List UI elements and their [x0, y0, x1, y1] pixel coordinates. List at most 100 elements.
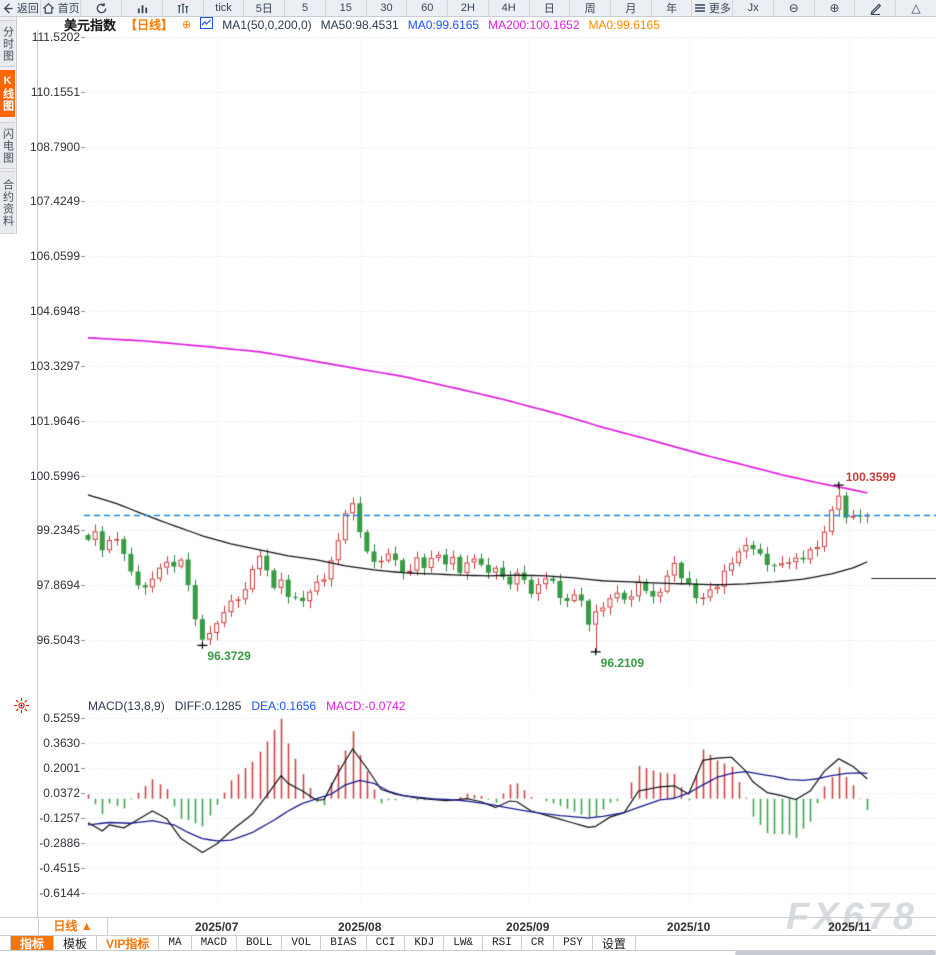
toolbar-zoom-in-button[interactable]: ⊕	[815, 0, 856, 16]
chart-header: 美元指数 【日线】 ⊕ MA1(50,0,200,0) MA50:98.4531…	[64, 16, 660, 33]
indicator-tab-settings[interactable]: 设置	[593, 936, 636, 951]
sidebar-tab-lightning-chart[interactable]: 闪电图	[0, 122, 15, 169]
toolbar-volume-bars-button[interactable]	[122, 0, 163, 16]
add-overlay-icon[interactable]: ⊕	[182, 19, 192, 31]
toolbar-label: 周	[584, 3, 596, 15]
macd-bar-value: MACD:-0.0742	[326, 699, 406, 713]
indicator-tab-vip-indicators[interactable]: VIP指标	[97, 936, 160, 951]
toolbar-label: tick	[215, 2, 232, 14]
toolbar-month-button[interactable]: 月	[611, 0, 652, 16]
toolbar-label: 5	[301, 2, 309, 14]
toolbar-hour4-button[interactable]: 4H	[489, 0, 530, 16]
symbol-name: 美元指数	[64, 18, 117, 33]
main-y-tick-label: 106.0599	[29, 249, 80, 264]
x-axis-month-label: 2025/10	[666, 920, 711, 934]
toolbar-label: Jx	[747, 2, 759, 14]
toolbar-min5-button[interactable]: 5	[285, 0, 326, 16]
low-price-label-2: 96.2109	[600, 655, 645, 670]
pencil-icon	[869, 2, 882, 15]
low-price-label-1: 96.3729	[207, 649, 251, 664]
toolbar-label: 60	[421, 2, 434, 14]
indicator-tab-cr[interactable]: CR	[522, 936, 555, 950]
macd-y-tick-label: -0.1257	[39, 811, 80, 825]
high-price-label: 100.3599	[845, 470, 896, 485]
main-y-tick-label: 107.4249	[29, 194, 80, 209]
plot-left-border	[37, 30, 38, 917]
toolbar-home-button[interactable]: 首页	[41, 0, 82, 16]
main-y-tick-label: 99.2345	[36, 523, 80, 538]
toolbar-min15-button[interactable]: 15	[326, 0, 367, 16]
period-selector[interactable]: 日线 ▲	[38, 918, 108, 936]
period-badge[interactable]: 【日线】	[125, 18, 174, 32]
main-y-tick-label: 97.8694	[36, 578, 80, 593]
indicator-collapse-icon[interactable]	[13, 697, 30, 719]
toolbar-refresh-button[interactable]	[81, 0, 123, 16]
toolbar-label: 5日	[255, 3, 273, 15]
toolbar-label: 首页	[57, 3, 80, 15]
macd-y-tick-label: 0.3630	[43, 736, 80, 750]
toolbar-shapes-button[interactable]: △	[896, 0, 936, 16]
x-axis-month-label: 2025/11	[828, 920, 871, 934]
main-y-tick-label: 100.5996	[29, 468, 80, 483]
toolbar-hour2-button[interactable]: 2H	[448, 0, 489, 16]
indicator-tab-kdj[interactable]: KDJ	[405, 936, 445, 950]
macd-y-tick-label: 0.0372	[43, 786, 80, 800]
main-y-tick-label: 103.3297	[29, 358, 80, 373]
toolbar-min30-button[interactable]: 30	[367, 0, 408, 16]
menu-icon	[694, 2, 706, 14]
toolbar-week-button[interactable]: 周	[570, 0, 612, 16]
home-icon	[42, 2, 55, 15]
toolbar-label: 30	[380, 2, 393, 14]
shapes-icon: △	[911, 1, 921, 15]
indicator-tab-templates[interactable]: 模板	[54, 936, 98, 951]
toolbar-tick-button[interactable]: tick	[204, 0, 245, 16]
people-icon	[176, 2, 189, 15]
toolbar-more-button[interactable]: 更多	[692, 0, 734, 16]
indicator-tab-ma[interactable]: MA	[159, 936, 192, 950]
toolbar-year-button[interactable]: 年	[652, 0, 693, 16]
toolbar-draw-button[interactable]	[855, 0, 897, 16]
indicator-tab-lwr[interactable]: LW&	[444, 936, 484, 950]
macd-header: MACD(13,8,9) DIFF:0.1285 DEA:0.1656 MACD…	[88, 699, 405, 713]
toolbar-day-button[interactable]: 日	[530, 0, 571, 16]
toolbar-5day-button[interactable]: 5日	[244, 0, 286, 16]
main-y-tick-label: 108.7900	[29, 139, 80, 154]
indicator-tab-rsi[interactable]: RSI	[483, 936, 522, 950]
toolbar-formula-button[interactable]: Jx	[733, 0, 774, 16]
indicator-tab-cci[interactable]: CCI	[367, 936, 406, 950]
x-axis-row: 日线 ▲ 2025/07 2025/08 2025/09 2025/10 2025/11	[0, 917, 936, 936]
zoom-in-icon: ⊕	[829, 1, 840, 15]
indicator-tab-vol[interactable]: VOL	[282, 936, 322, 950]
indicator-tab-bar: 指标 模板 VIP指标 MA MACD BOLL VOL BIAS CCI KDJ LW& RSI CR…	[0, 935, 936, 951]
indicator-tab-psy[interactable]: PSY	[554, 936, 593, 950]
macd-y-tick-label: -0.2886	[39, 836, 80, 850]
toolbar-label: 4H	[501, 2, 516, 14]
macd-y-tick-label: -0.6144	[39, 886, 80, 900]
toolbar-back-button[interactable]: 返回	[0, 0, 41, 16]
bars-icon	[136, 2, 149, 15]
macd-diff-value: DIFF:0.1285	[174, 699, 242, 713]
toolbar-label: 更多	[708, 3, 731, 15]
sidebar-tab-contract-info[interactable]: 合约资料	[0, 171, 15, 234]
indicator-tab-bias[interactable]: BIAS	[321, 936, 367, 950]
toolbar-label: 日	[543, 3, 555, 15]
toolbar-zoom-out-button[interactable]: ⊖	[774, 0, 815, 16]
toolbar-multi-chart-button[interactable]	[163, 0, 204, 16]
indicator-tab-indicators[interactable]: 指标	[10, 936, 55, 951]
x-axis-month-label: 2025/07	[194, 920, 239, 934]
h-scrollbar-thumb[interactable]	[735, 951, 936, 955]
macd-y-tick-label: -0.4515	[39, 861, 80, 875]
sidebar-tab-kline-chart[interactable]: K线图	[0, 70, 15, 117]
macd-dea-value: DEA:0.1656	[251, 699, 317, 713]
zoom-out-icon: ⊖	[788, 1, 799, 15]
ma-settings: MA1(50,0,200,0)	[222, 17, 312, 32]
main-y-tick-label: 101.9646	[29, 413, 80, 428]
x-axis-month-label: 2025/08	[337, 920, 382, 934]
sidebar-tab-time-chart[interactable]: 分时图	[0, 20, 15, 67]
indicator-tab-macd[interactable]: MACD	[192, 936, 237, 950]
x-axis-month-label: 2025/09	[506, 920, 550, 934]
ma0-orange-value: MA0:99.6165	[588, 17, 660, 32]
toolbar-min60-button[interactable]: 60	[407, 0, 449, 16]
indicator-tab-boll[interactable]: BOLL	[237, 936, 283, 950]
